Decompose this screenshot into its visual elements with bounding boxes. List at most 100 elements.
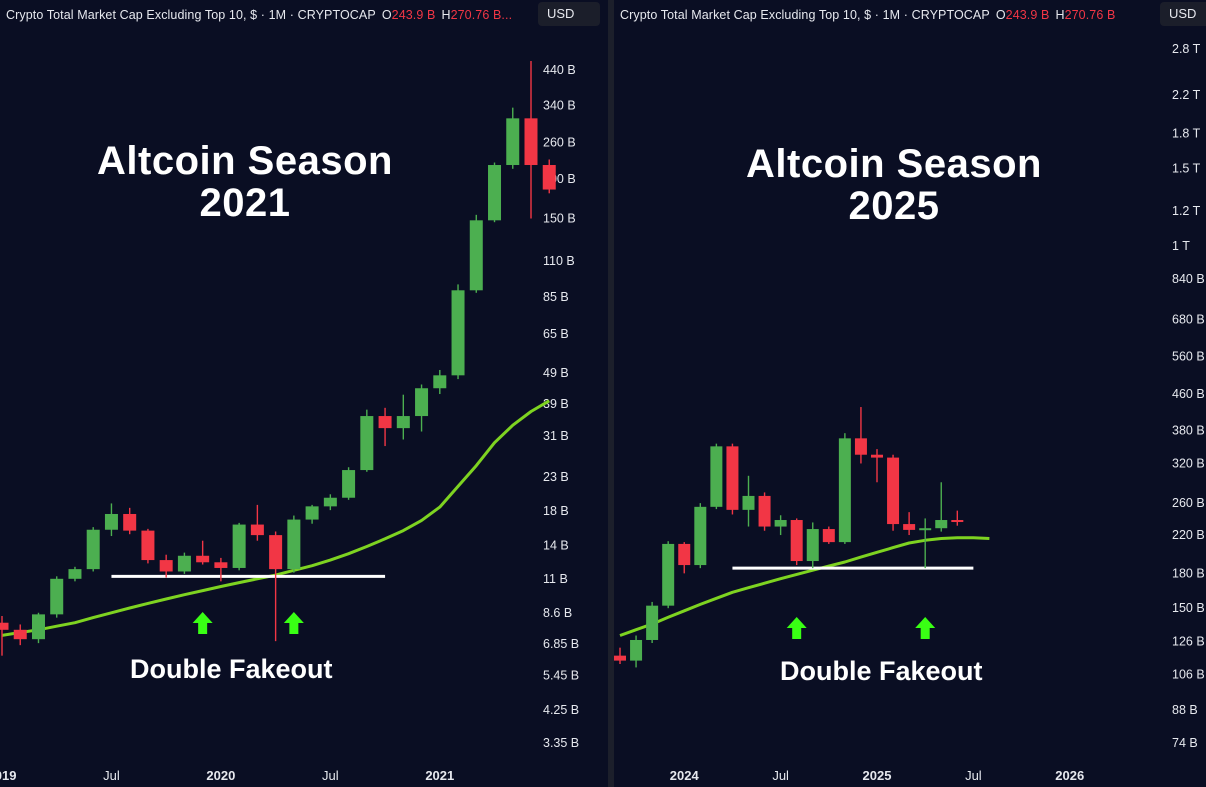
title-line-1: Altcoin Season (97, 139, 393, 183)
candle (646, 601, 659, 644)
up-arrow-icon (192, 612, 213, 634)
y-tick-label: 65 B (543, 327, 569, 341)
candle-body (177, 555, 191, 572)
candle (104, 503, 118, 537)
candle (951, 510, 964, 526)
candle-body (50, 578, 64, 615)
candle (141, 528, 155, 564)
candle-body (887, 457, 900, 525)
y-tick-label: 31 B (543, 429, 569, 443)
symbol-name: Crypto Total Market Cap Excluding Top 10… (620, 8, 990, 22)
candle-body (903, 524, 916, 530)
candle (871, 449, 883, 483)
moving-average-line (619, 536, 990, 637)
candle-body (13, 629, 27, 640)
y-tick-label: 150 B (1172, 601, 1205, 615)
candle (415, 384, 429, 432)
candle (506, 107, 520, 169)
title-line-2: 2025 (848, 184, 940, 228)
chart-panel-2025: 2.8 T 2.2 T 1.8 T 1.5 T 1.2 T 1 T 840 B 680 B 56… (614, 0, 1206, 787)
candle (742, 475, 755, 527)
y-tick-label: 180 B (1172, 566, 1205, 580)
x-tick-label: 2020 (206, 768, 235, 783)
candle-body (919, 528, 932, 531)
candle-body (323, 497, 337, 507)
y-tick-label: 380 B (1172, 424, 1205, 438)
candle (214, 557, 228, 582)
candle (342, 467, 356, 500)
candle (305, 504, 319, 524)
x-tick-label: Jul (965, 768, 982, 783)
candle (31, 612, 45, 644)
candle-body (196, 555, 210, 563)
candle-body (678, 543, 691, 566)
candle (774, 515, 787, 536)
candle (887, 454, 900, 531)
x-tick-label: Jul (103, 768, 120, 783)
candle-body (542, 165, 556, 190)
candle (838, 433, 851, 544)
candle (678, 542, 691, 574)
y-tick-label: 85 B (543, 290, 569, 304)
high-value: 270.76 B... (450, 8, 513, 22)
y-tick-label: 88 B (1172, 703, 1198, 717)
candle (822, 526, 835, 544)
up-arrow-icon (915, 617, 936, 639)
candlestick-chart-2025[interactable]: 2.8 T 2.2 T 1.8 T 1.5 T 1.2 T 1 T 840 B 680 B 56… (614, 0, 1206, 787)
y-tick-label: 23 B (543, 470, 569, 484)
candle-body (141, 530, 155, 561)
symbol-header: Crypto Total Market Cap Excluding Top 10… (620, 8, 1115, 22)
y-tick-label: 126 B (1172, 634, 1205, 648)
candle (323, 494, 337, 511)
x-tick-label: Jul (772, 768, 789, 783)
y-tick-label: 1.2 T (1172, 204, 1201, 218)
candle (13, 624, 27, 646)
y-tick-label: 440 B (543, 63, 576, 77)
chart-title: Altcoin Season 2021 (95, 140, 395, 224)
candle-body (838, 438, 851, 543)
open-label: O (995, 8, 1006, 22)
candle (123, 507, 137, 535)
y-tick-label: 5.45 B (543, 669, 579, 683)
y-tick-label: 560 B (1172, 350, 1205, 364)
candle (378, 407, 392, 447)
candle (806, 522, 819, 569)
candle-body (104, 513, 118, 530)
y-tick-label: 150 B (543, 211, 576, 225)
y-tick-label: 1.5 T (1172, 161, 1201, 175)
candle-body (774, 520, 787, 527)
panel-divider[interactable] (608, 0, 614, 787)
y-tick-label: 110 B (543, 254, 575, 268)
open-value: 243.9 B (1005, 8, 1050, 22)
candle-body (822, 529, 835, 543)
candle (451, 284, 465, 380)
chart-panel-2021: 440 B 340 B 260 B 200 B 150 B 110 B 85 B 65 B 49… (0, 0, 608, 787)
candle-body (342, 470, 356, 498)
candle (903, 512, 916, 536)
y-tick-label: 460 B (1172, 387, 1205, 401)
currency-button[interactable]: USD (538, 2, 600, 26)
candle-body (214, 562, 228, 568)
candle (433, 369, 447, 395)
candle (360, 409, 374, 472)
y-tick-label: 18 B (543, 504, 569, 518)
double-fakeout-label: Double Fakeout (780, 656, 983, 686)
candle-body (630, 639, 643, 661)
y-tick-label: 106 B (1172, 668, 1205, 682)
candle-body (415, 388, 429, 417)
high-value: 270.76 B (1064, 8, 1116, 22)
x-tick-label: 2025 (863, 768, 892, 783)
candle (269, 531, 283, 642)
candle-body (614, 655, 626, 661)
candle-body (646, 605, 659, 640)
y-tick-label: 340 B (543, 99, 576, 113)
chart-title: Altcoin Season 2025 (744, 143, 1044, 227)
candle (0, 615, 9, 656)
candle-body (123, 513, 137, 531)
candle-body (951, 520, 964, 523)
y-tick-label: 39 B (543, 397, 569, 411)
title-line-1: Altcoin Season (746, 142, 1042, 186)
y-tick-label: 1.8 T (1172, 127, 1201, 141)
currency-button[interactable]: USD (1160, 2, 1206, 26)
